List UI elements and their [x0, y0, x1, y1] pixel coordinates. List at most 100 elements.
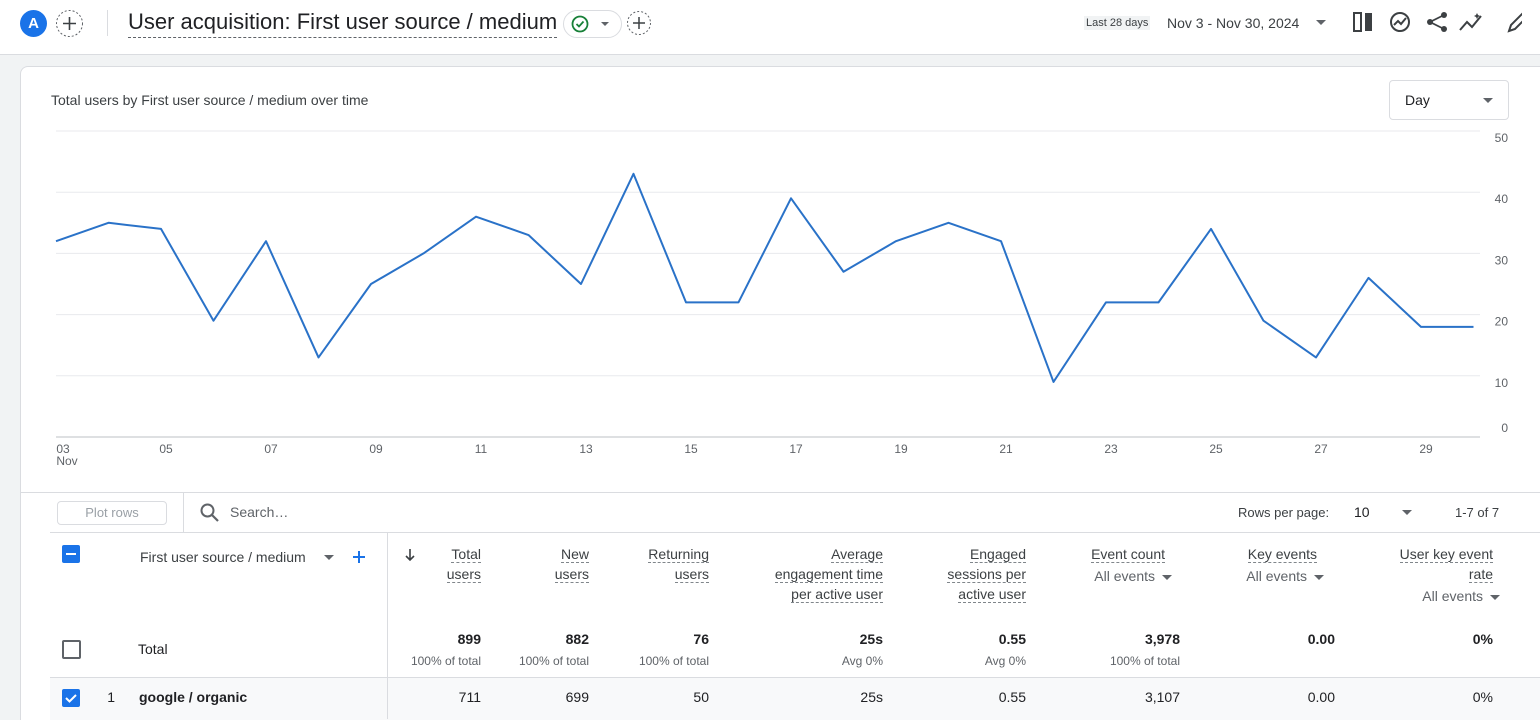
rows-per-page-label: Rows per page: [1238, 505, 1330, 520]
total-note: 100% of total [518, 654, 589, 668]
x-tick-label: 03 [56, 442, 70, 456]
total-note: 100% of total [638, 654, 709, 668]
total-note: Avg 0% [984, 654, 1026, 668]
select-all-checkbox[interactable] [62, 545, 80, 563]
y-tick-label: 20 [1495, 315, 1509, 329]
column-header-text: New users [554, 546, 589, 583]
row-value: 0.00 [1307, 689, 1335, 705]
row-value: 699 [565, 689, 589, 705]
x-tick-sublabel: Nov [56, 454, 77, 468]
column-header[interactable]: Total users [431, 544, 481, 584]
total-value: 3,978 [1144, 631, 1180, 647]
add-button[interactable] [626, 10, 652, 36]
row-checkbox[interactable] [62, 689, 80, 707]
x-tick-label: 11 [475, 442, 488, 456]
row-background [50, 677, 1540, 720]
row-value: 0.55 [998, 689, 1026, 705]
date-range[interactable]: Nov 3 - Nov 30, 2024 [1167, 15, 1300, 31]
check-mark [65, 694, 77, 703]
column-header-text: Total users [446, 546, 481, 583]
column-header[interactable]: Key events [1197, 544, 1317, 564]
dimension-header[interactable]: First user source / medium [140, 549, 306, 565]
row-dimension[interactable]: google / organic [139, 689, 248, 705]
total-note: 100% of total [410, 654, 481, 668]
granularity-value: Day [1405, 92, 1430, 108]
search-icon [200, 503, 219, 522]
dropdown-arrow[interactable] [1489, 593, 1501, 603]
totals-label: Total [138, 641, 168, 657]
search-input[interactable]: Search… [230, 504, 289, 520]
column-header[interactable]: Average engagement time per active user [765, 544, 883, 604]
x-tick-label: 25 [1209, 442, 1223, 456]
x-tick-label: 27 [1314, 442, 1328, 456]
column-header-text: Event count [1091, 546, 1165, 563]
x-tick-label: 23 [1104, 442, 1118, 456]
add-comparison-button[interactable] [55, 9, 84, 38]
divider [183, 493, 184, 532]
column-filter[interactable]: All events [1246, 568, 1307, 584]
x-tick-label: 29 [1419, 442, 1433, 456]
column-header[interactable]: Engaged sessions per active user [938, 544, 1026, 604]
top-bar: A User acquisition: First user source / … [0, 0, 1540, 55]
toolbar-icons[interactable] [1352, 10, 1522, 36]
total-value: 25s [859, 631, 883, 647]
total-value: 76 [693, 631, 709, 647]
row-value: 25s [860, 689, 883, 705]
row-value: 711 [458, 689, 481, 705]
y-tick-label: 0 [1501, 421, 1508, 435]
dropdown-arrow[interactable] [1313, 573, 1325, 583]
y-tick-label: 10 [1495, 376, 1509, 390]
status-dropdown[interactable] [563, 10, 623, 38]
row-value: 0% [1472, 689, 1493, 705]
column-header[interactable]: Event count [1045, 544, 1165, 564]
total-value: 0.00 [1307, 631, 1335, 647]
row-value: 50 [693, 689, 709, 705]
column-header-text: Average engagement time per active user [774, 546, 883, 603]
data-line [55, 172, 1474, 383]
row-value: 3,107 [1144, 689, 1180, 705]
y-tick-label: 40 [1495, 192, 1509, 206]
checkbox-dash [66, 553, 76, 555]
column-filter[interactable]: All events [1422, 588, 1483, 604]
x-tick-label: 07 [264, 442, 278, 456]
avatar[interactable]: A [20, 10, 47, 37]
dropdown-arrow[interactable] [1161, 573, 1173, 583]
dropdown-arrow[interactable] [1400, 508, 1414, 518]
add-dimension-button[interactable] [351, 549, 367, 565]
x-tick-label: 13 [579, 442, 593, 456]
column-header[interactable]: New users [539, 544, 589, 584]
plot-rows-button[interactable]: Plot rows [57, 501, 167, 525]
total-note: 100% of total [1109, 654, 1180, 668]
dropdown-arrow [1483, 98, 1493, 103]
sort-arrow[interactable] [403, 547, 417, 563]
column-header-text: User key event rate [1399, 546, 1493, 583]
x-tick-label: 21 [999, 442, 1013, 456]
column-header-text: Engaged sessions per active user [947, 546, 1026, 603]
pagination: 1-7 of 7 [1455, 505, 1500, 520]
rows-per-page-select[interactable]: 10 [1354, 504, 1370, 520]
report-title: User acquisition: First user source / me… [128, 9, 558, 38]
granularity-dropdown[interactable]: Day [1389, 80, 1509, 120]
column-divider [387, 533, 388, 719]
column-header-text: Key events [1247, 546, 1317, 563]
total-note: Avg 0% [841, 654, 883, 668]
x-tick-label: 09 [369, 442, 383, 456]
column-filter[interactable]: All events [1094, 568, 1155, 584]
dropdown-arrow[interactable] [322, 553, 336, 563]
date-range-label: Last 28 days [1084, 16, 1151, 30]
x-tick-label: 05 [159, 442, 173, 456]
date-dropdown-arrow[interactable] [1314, 17, 1328, 27]
column-header[interactable]: Returning users [629, 544, 709, 584]
divider [20, 492, 1540, 493]
column-divider [387, 678, 388, 719]
totals-checkbox[interactable] [62, 640, 81, 659]
x-tick-label: 15 [684, 442, 698, 456]
total-value: 0% [1472, 631, 1493, 647]
column-header[interactable]: User key event rate [1389, 544, 1493, 584]
x-tick-label: 19 [894, 442, 908, 456]
divider [107, 10, 108, 36]
total-value: 882 [565, 631, 589, 647]
chart-title: Total users by First user source / mediu… [51, 92, 369, 108]
y-tick-label: 30 [1495, 253, 1509, 267]
